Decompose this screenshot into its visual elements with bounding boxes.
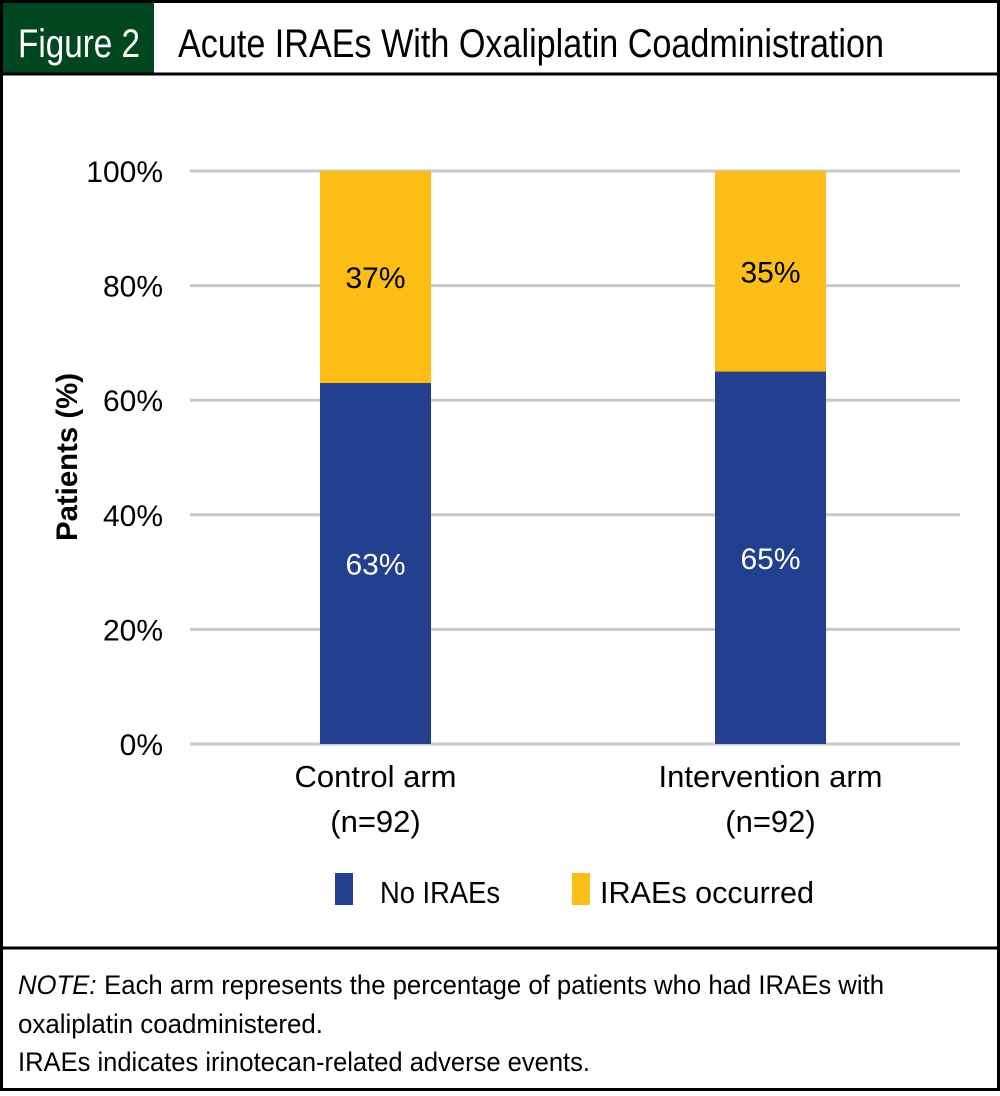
note-line-1: NOTE: Each arm represents the percentage … (18, 970, 884, 1000)
legend-swatch-iraes-occurred (572, 873, 590, 905)
x-axis-categories: Control arm (n=92) Intervention arm (n=92) (295, 759, 883, 839)
x-category-n: (n=92) (725, 804, 815, 839)
data-label: 37% (345, 262, 405, 295)
y-tick-label: 20% (103, 614, 163, 647)
x-category-n: (n=92) (330, 804, 420, 839)
legend-swatch-no-iraes (335, 873, 353, 905)
bars: 63% 37% 65% 35% (320, 171, 826, 744)
y-tick-label: 60% (103, 385, 163, 418)
note-prefix: NOTE: (18, 970, 97, 1000)
x-category-label: Intervention arm (659, 759, 883, 794)
y-axis-label: Patients (%) (51, 373, 84, 541)
data-label: 63% (345, 549, 405, 582)
note-line-2: oxaliplatin coadministered. (18, 1009, 323, 1039)
bar-segment (320, 171, 431, 384)
y-tick-label: 0% (120, 729, 163, 762)
y-tick-label: 80% (103, 271, 163, 304)
figure-label: Figure 2 (18, 22, 140, 66)
bar-segment (715, 371, 826, 744)
y-tick-label: 40% (103, 500, 163, 533)
legend-label-no-iraes: No IRAEs (380, 875, 500, 910)
y-axis-ticks: 0% 20% 40% 60% 80% 100% (86, 156, 163, 762)
note-line-3: IRAEs indicates irinotecan-related adver… (18, 1047, 590, 1077)
y-tick-label: 100% (86, 156, 163, 189)
grid (190, 169, 960, 746)
figure-label-box (3, 3, 154, 73)
legend: No IRAEs IRAEs occurred (335, 873, 814, 910)
data-label: 65% (740, 543, 800, 576)
note-text-1: Each arm represents the percentage of pa… (104, 970, 884, 1000)
bar-segment (715, 171, 826, 372)
bar-segment (320, 383, 431, 744)
figure-title: Acute IRAEs With Oxaliplatin Coadministr… (178, 22, 884, 66)
data-label: 35% (740, 256, 800, 289)
note: NOTE: Each arm represents the percentage … (18, 970, 884, 1077)
legend-label-iraes-occurred: IRAEs occurred (600, 875, 814, 910)
x-category-label: Control arm (295, 759, 457, 794)
